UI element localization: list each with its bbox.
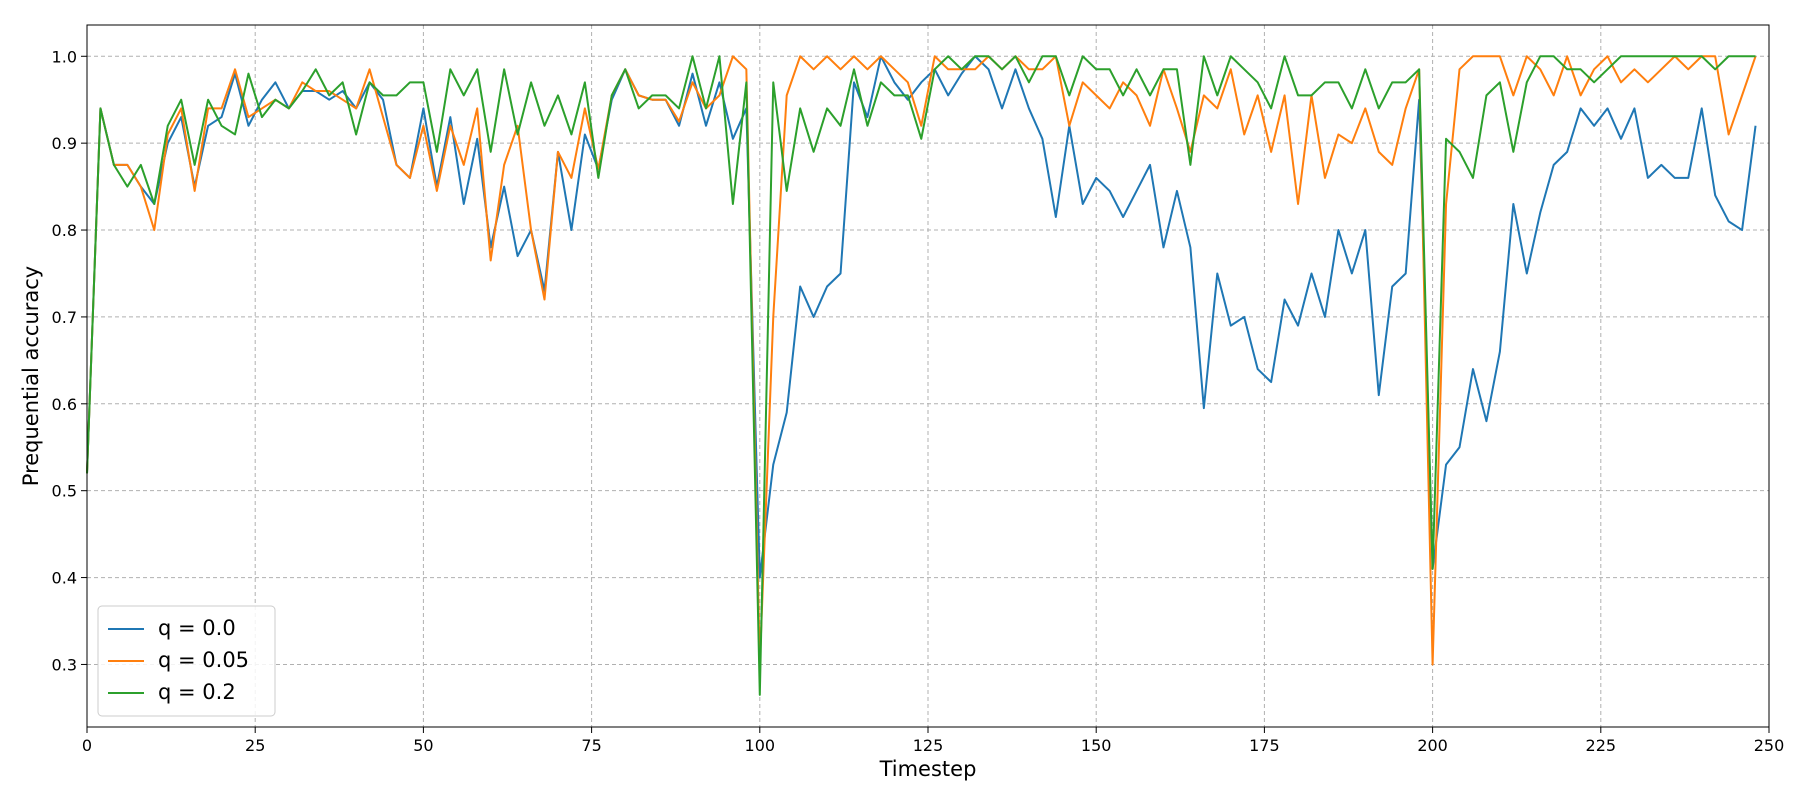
legend-box: [97, 605, 276, 717]
x-tick-label: 100: [745, 736, 776, 755]
y-tick-label: 0.9: [52, 134, 77, 153]
legend-label: q = 0.05: [158, 648, 249, 672]
y-tick-label: 1.0: [52, 47, 77, 66]
x-tick-label: 225: [1586, 736, 1617, 755]
x-tick-label: 250: [1754, 736, 1785, 755]
legend: q = 0.0 q = 0.05 q = 0.2: [97, 605, 276, 717]
series-line: [86, 55, 1756, 696]
y-tick-label: 0.4: [52, 569, 77, 588]
y-tick-label: 0.5: [52, 482, 77, 501]
y-axis-label: Prequential accuracy: [19, 266, 43, 486]
x-tick-label: 75: [581, 736, 601, 755]
legend-label: q = 0.2: [158, 680, 236, 704]
x-tick-label: 150: [1081, 736, 1112, 755]
y-tick-label: 0.6: [52, 395, 77, 414]
x-tick-label: 25: [245, 736, 265, 755]
y-tick-label: 0.8: [52, 221, 77, 240]
y-tick-label: 0.7: [52, 308, 77, 327]
series-line: [86, 55, 1757, 666]
x-axis-label: Timestep: [879, 757, 977, 781]
y-tick-label: 0.3: [52, 655, 77, 674]
series-line: [86, 55, 1757, 579]
plot-frame: [86, 24, 1770, 728]
x-tick-label: 175: [1249, 736, 1280, 755]
x-tick-label: 200: [1417, 736, 1448, 755]
x-tick-label: 50: [413, 736, 433, 755]
x-tick-label: 125: [913, 736, 944, 755]
x-tick-label: 0: [82, 736, 92, 755]
legend-label: q = 0.0: [158, 616, 236, 640]
